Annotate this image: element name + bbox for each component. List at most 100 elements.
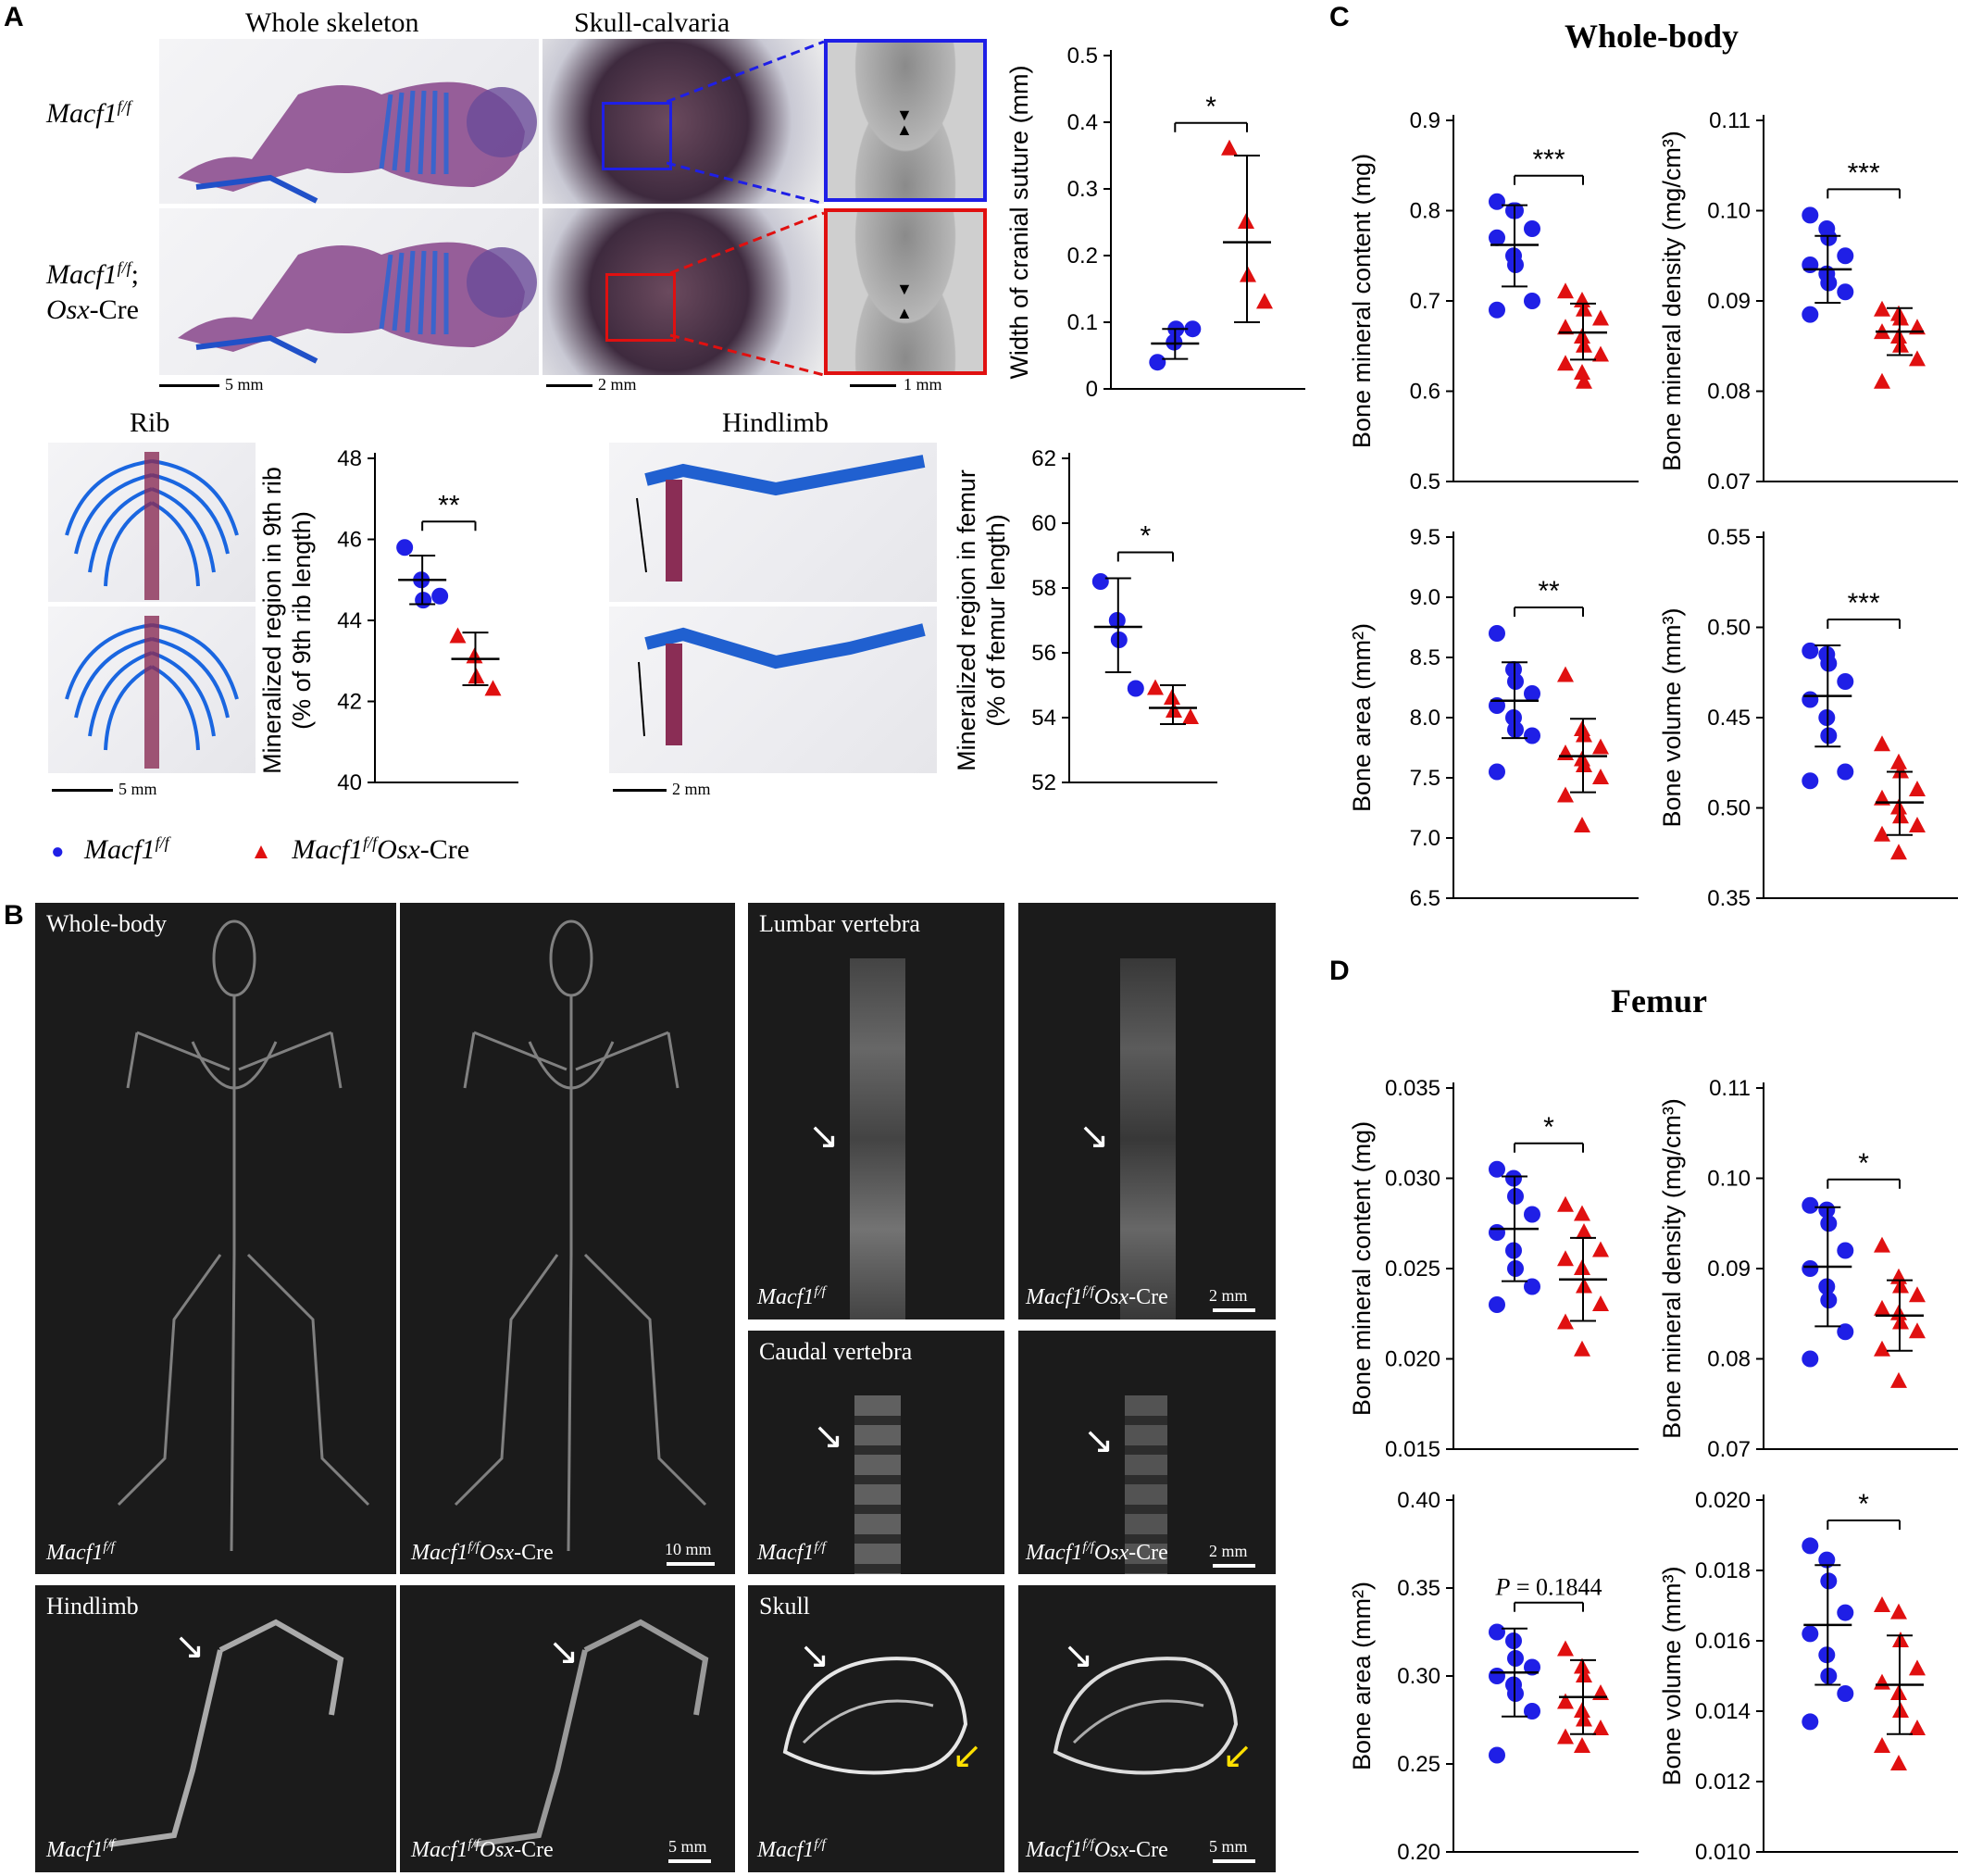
y-tick-label: 0.010	[1695, 1840, 1751, 1865]
chart-wb-volume: 0.35 0.50 0.45 0.50 0.55 Bone volume (mm³) ***	[1658, 525, 1958, 911]
y-tick-label: 0.2	[1067, 244, 1098, 269]
y-tick-label: 0.35	[1707, 886, 1751, 911]
data-point-wt	[1802, 256, 1819, 273]
y-axis-label: Bone volume (mm³)	[1658, 1566, 1686, 1785]
data-point-ko	[1557, 1250, 1574, 1267]
ct-geno-ko: Macf1f/fOsx-Cre	[1026, 1540, 1168, 1565]
data-point-wt	[1489, 1623, 1505, 1641]
ct-scale-bar	[668, 1859, 711, 1863]
ct-wholebody-wt: Whole-body Macf1f/f	[35, 903, 396, 1574]
white-arrow-icon: ↘	[813, 1415, 844, 1457]
ct-scale-text: 2 mm	[1209, 1542, 1248, 1560]
y-tick-label: 0.035	[1385, 1076, 1440, 1101]
photo-whole-skeleton-wt	[159, 39, 539, 204]
y-axis-label: Width of cranial suture (mm)	[1005, 65, 1033, 379]
y-tick-label: 0.025	[1385, 1257, 1440, 1282]
data-point-wt	[1489, 229, 1505, 246]
ct-geno-wt: Macf1f/f	[757, 1284, 826, 1309]
y-tick-label: 46	[337, 528, 362, 553]
ct-scale-bar	[1213, 1308, 1255, 1312]
data-point-ko	[1874, 372, 1890, 389]
y-tick-label: 0.020	[1385, 1347, 1440, 1372]
data-point-wt	[1091, 573, 1109, 590]
data-point-wt	[1820, 1292, 1838, 1309]
chart-rib-mineralization: 40 42 44 46 48 Mineralized region in 9th rib(…	[258, 446, 518, 795]
genotype-ko-label: Macf1f/f; Osx-Cre	[46, 258, 139, 325]
y-tick-label: 8.0	[1410, 706, 1440, 731]
y-tick-label: 0.030	[1385, 1167, 1440, 1192]
data-point-ko	[1557, 1693, 1574, 1709]
title-rib: Rib	[130, 407, 170, 438]
legend-wt: Macf1f/f	[84, 833, 169, 865]
y-axis-label: Bone mineral content (mg)	[1348, 154, 1376, 448]
significance-label: ***	[1848, 157, 1880, 188]
ct-scale-text: 5 mm	[1209, 1837, 1248, 1856]
data-point-ko	[1890, 844, 1907, 860]
scale-text-hindlimb: 2 mm	[672, 780, 711, 798]
data-point-ko	[1892, 762, 1909, 779]
y-tick-label: 0.5	[1067, 44, 1098, 69]
data-point-wt	[1489, 763, 1505, 781]
roi-box-wt	[602, 102, 672, 170]
photo-rib-ko	[48, 607, 256, 773]
arrowhead-icon: ▼ ▲	[896, 106, 913, 139]
data-point-ko	[1592, 1295, 1609, 1311]
y-tick-label: 60	[1031, 511, 1056, 536]
ct-scale-text: 2 mm	[1209, 1286, 1248, 1305]
ct-spine-shape	[1120, 958, 1176, 1319]
ct-skull-ko: ↘ ↙ Macf1f/fOsx-Cre 5 mm	[1018, 1585, 1276, 1872]
title-skull-calvaria: Skull-calvaria	[574, 7, 730, 38]
ct-skull-wt: Skull ↘ ↙ Macf1f/f	[748, 1585, 1004, 1872]
photo-calvaria-ko	[542, 208, 824, 375]
panel-letter-b: B	[4, 900, 24, 931]
data-point-ko	[1909, 350, 1926, 367]
data-point-ko	[1557, 282, 1574, 299]
data-point-ko	[1576, 1223, 1592, 1239]
data-point-ko	[1874, 1236, 1890, 1253]
y-axis-label: Mineralized region in femur	[953, 469, 980, 771]
ct-hindlimb-ko: ↘ Macf1f/fOsx-Cre 5 mm	[400, 1585, 735, 1872]
data-point-ko	[1592, 738, 1609, 755]
data-point-ko	[1256, 293, 1273, 309]
data-point-wt	[1837, 763, 1854, 781]
data-point-wt	[1837, 1242, 1854, 1259]
white-arrow-icon: ↘	[799, 1634, 830, 1676]
ct-hindlimb-wt: Hindlimb ↘ Macf1f/f	[35, 1585, 396, 1872]
y-tick-label: 0.11	[1709, 1076, 1751, 1101]
ct-label-wholebody: Whole-body	[46, 910, 167, 937]
data-point-wt	[1110, 632, 1128, 648]
panel-c-title: Whole-body	[1565, 18, 1739, 55]
significance-label: **	[438, 490, 460, 520]
y-axis-label: Mineralized region in 9th rib	[258, 467, 286, 774]
data-point-wt	[1820, 1572, 1838, 1590]
ct-skeleton-wt	[117, 919, 370, 1552]
data-point-ko	[1874, 300, 1890, 317]
y-tick-label: 7.0	[1410, 826, 1440, 851]
genotype-wt-label: Macf1f/f	[46, 97, 131, 129]
ct-skull-drawing	[1053, 1657, 1239, 1775]
data-point-wt	[1820, 229, 1838, 246]
data-point-ko	[1874, 1596, 1890, 1612]
y-tick-label: 48	[337, 446, 362, 471]
legend: ● Macf1f/f ▲ Macf1f/fOsx-Cre	[51, 833, 469, 866]
ct-scale-text: 5 mm	[668, 1837, 707, 1856]
data-point-wt	[1489, 301, 1505, 319]
ct-scale-bar	[1213, 1564, 1255, 1568]
data-point-wt	[1524, 220, 1540, 237]
y-tick-label: 0.1	[1067, 310, 1098, 335]
sig-p: P	[1494, 1574, 1510, 1601]
data-point-wt	[1820, 1215, 1838, 1232]
arrowhead-icon: ▼ ▲	[896, 280, 913, 322]
photo-calvaria-wt	[542, 39, 824, 204]
data-point-ko	[1557, 1728, 1574, 1745]
y-tick-label: 9.0	[1410, 585, 1440, 610]
y-axis-label: Bone mineral content (mg)	[1348, 1121, 1376, 1416]
data-point-ko	[1592, 1720, 1609, 1735]
significance-label: *	[1141, 521, 1152, 552]
data-point-wt	[1820, 655, 1838, 672]
y-tick-label: 0.10	[1707, 1167, 1751, 1192]
hindlimb-drawing-ko	[638, 623, 926, 745]
y-tick-label: 0.07	[1707, 1437, 1751, 1462]
data-point-ko	[1574, 817, 1590, 832]
white-arrow-icon: ↘	[1063, 1634, 1094, 1676]
